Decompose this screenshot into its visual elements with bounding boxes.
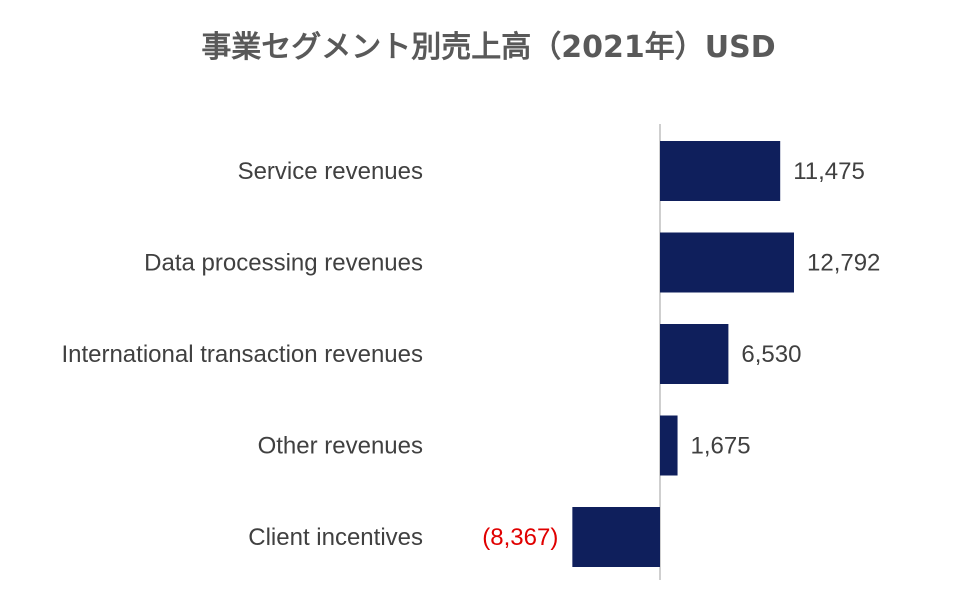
category-label: Other revenues	[258, 433, 423, 460]
data-label: 12,792	[807, 250, 880, 277]
category-label: Service revenues	[238, 158, 423, 185]
bar	[660, 324, 729, 384]
data-label: 6,530	[741, 341, 801, 368]
data-label: (8,367)	[482, 524, 558, 551]
bar	[660, 141, 781, 201]
bar	[572, 507, 660, 567]
data-label: 11,475	[793, 158, 865, 185]
category-label: International transaction revenues	[61, 341, 423, 368]
bar	[660, 232, 794, 293]
data-label: 1,675	[691, 433, 751, 460]
bar	[660, 415, 678, 476]
category-label: Data processing revenues	[144, 250, 423, 277]
chart-title: 事業セグメント別売上高（2021年）USD	[201, 30, 776, 65]
category-label: Client incentives	[248, 524, 423, 551]
